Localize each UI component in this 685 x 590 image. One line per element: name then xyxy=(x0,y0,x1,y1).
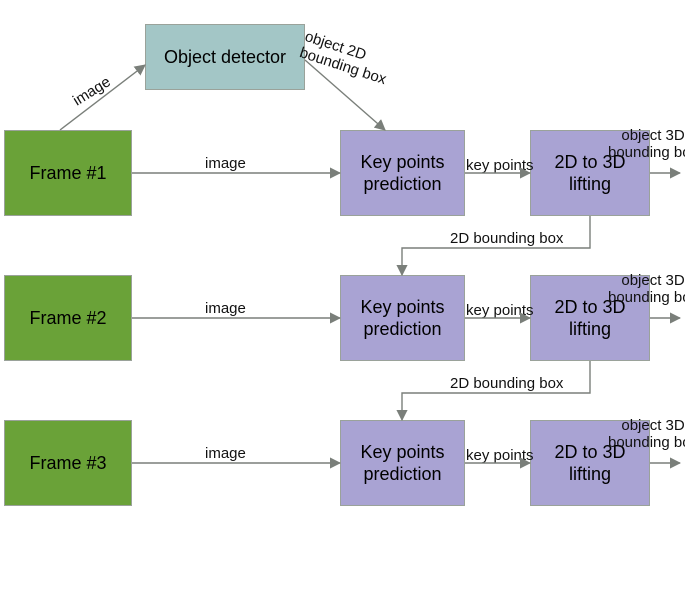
node-label: Key points prediction xyxy=(360,296,444,341)
node-label: Frame #1 xyxy=(29,162,106,185)
node-label: Frame #3 xyxy=(29,452,106,475)
node-keypoints-3: Key points prediction xyxy=(340,420,465,506)
label-kpp2-keypoints: key points xyxy=(466,302,534,319)
node-label: Key points prediction xyxy=(360,151,444,196)
label-image-to-detector: image xyxy=(70,73,114,109)
node-label: Object detector xyxy=(164,46,286,69)
node-frame-2: Frame #2 xyxy=(4,275,132,361)
node-label: Key points prediction xyxy=(360,441,444,486)
node-object-detector: Object detector xyxy=(145,24,305,90)
node-label: Frame #2 xyxy=(29,307,106,330)
node-keypoints-1: Key points prediction xyxy=(340,130,465,216)
label-frame1-image: image xyxy=(205,155,246,172)
label-out-2: object 3D bounding box xyxy=(608,272,685,306)
label-kpp3-keypoints: key points xyxy=(466,447,534,464)
node-keypoints-2: Key points prediction xyxy=(340,275,465,361)
label-out-1: object 3D bounding box xyxy=(608,127,685,161)
label-frame3-image: image xyxy=(205,445,246,462)
node-frame-3: Frame #3 xyxy=(4,420,132,506)
label-bbox-2to3: 2D bounding box xyxy=(450,375,563,392)
label-frame2-image: image xyxy=(205,300,246,317)
node-frame-1: Frame #1 xyxy=(4,130,132,216)
label-out-3: object 3D bounding box xyxy=(608,417,685,451)
label-kpp1-keypoints: key points xyxy=(466,157,534,174)
label-bbox-1to2: 2D bounding box xyxy=(450,230,563,247)
label-detector-to-kpp: object 2D bounding box xyxy=(297,28,393,88)
